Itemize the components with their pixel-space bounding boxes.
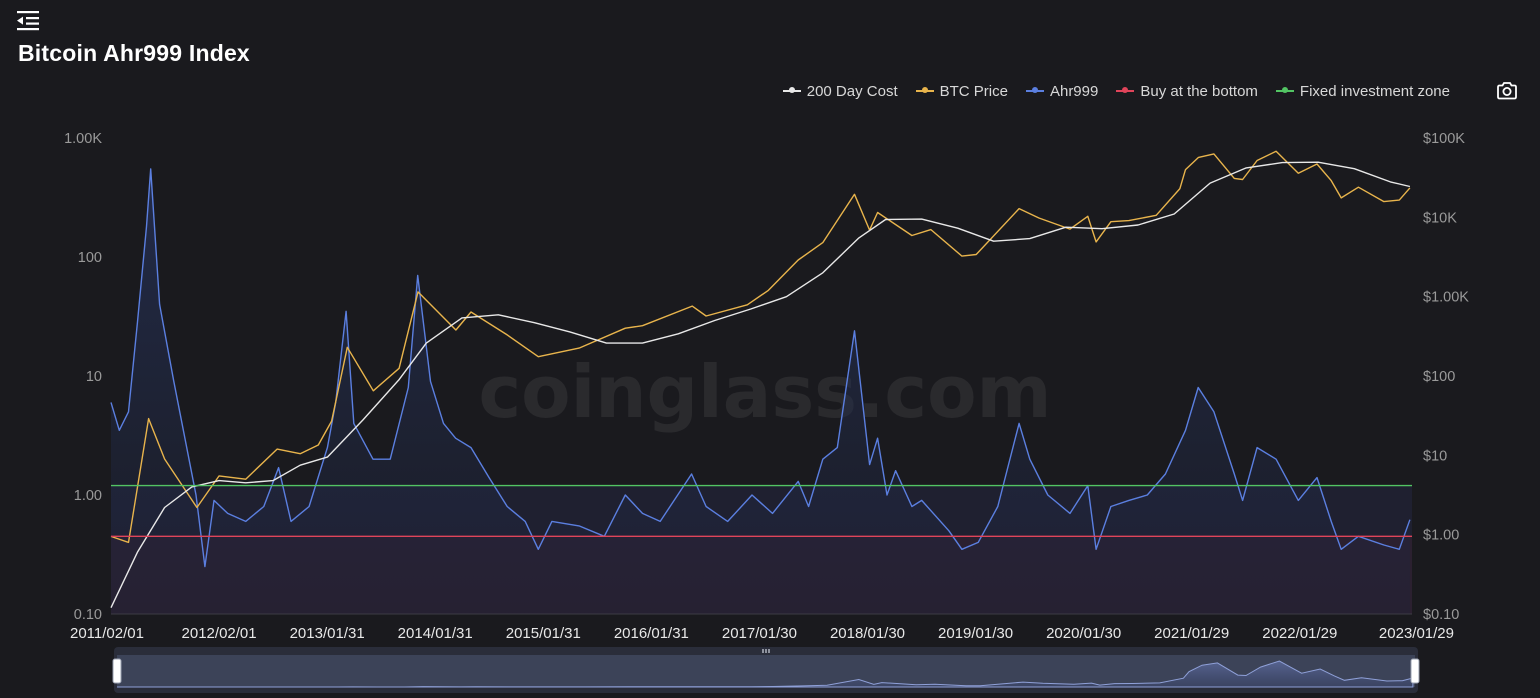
series-line-ahr999[interactable] bbox=[110, 168, 1411, 568]
legend-item-ahr999[interactable]: Ahr999 bbox=[1025, 82, 1099, 100]
x-axis-tick-label: 2013/01/31 bbox=[290, 625, 365, 642]
x-axis-tick-label: 2019/01/30 bbox=[938, 625, 1013, 642]
legend-item-buy-at-the-bottom[interactable]: Buy at the bottom bbox=[1116, 83, 1258, 100]
collapse-menu-icon[interactable] bbox=[16, 8, 42, 32]
watermark: coinglass.com bbox=[478, 350, 1051, 434]
x-axis-tick-label: 2011/02/01 bbox=[70, 625, 144, 642]
x-axis-tick-label: 2021/01/29 bbox=[1154, 625, 1229, 642]
left-axis-tick-label: 100 bbox=[78, 250, 102, 266]
legend-swatch bbox=[915, 87, 934, 93]
legend-swatch bbox=[1275, 87, 1294, 93]
x-axis-tick-label: 2015/01/31 bbox=[506, 625, 581, 642]
legend-label: 200 Day Cost bbox=[806, 82, 898, 100]
x-axis-tick-label: 2016/01/31 bbox=[614, 625, 689, 642]
right-axis-tick-label: $10K bbox=[1423, 210, 1457, 226]
navigator-drag-grip[interactable] bbox=[762, 649, 770, 653]
legend-item-btc-price[interactable]: BTC Price bbox=[915, 82, 1008, 100]
right-axis-tick-label: $10 bbox=[1423, 448, 1447, 464]
page-title: Bitcoin Ahr999 Index bbox=[18, 40, 250, 66]
legend-item-200-day-cost[interactable]: 200 Day Cost bbox=[782, 82, 898, 100]
left-axis-tick-label: 1.00K bbox=[64, 131, 102, 147]
x-axis-tick-label: 2017/01/30 bbox=[722, 625, 797, 642]
left-axis-tick-label: 10 bbox=[86, 369, 102, 385]
ahr999-chart: coinglass.com 0.10 1.00 10 100 1.00K $0.10 $1… bbox=[64, 131, 1469, 693]
x-axis-tick-label: 2022/01/29 bbox=[1262, 625, 1337, 642]
left-axis-tick-label: 0.10 bbox=[74, 607, 102, 623]
legend-item-fixed-investment-zone[interactable]: Fixed investment zone bbox=[1275, 82, 1450, 100]
right-axis-tick-label: $1.00K bbox=[1423, 290, 1469, 306]
camera-icon[interactable] bbox=[1496, 81, 1518, 101]
right-axis-tick-label: $1.00 bbox=[1423, 528, 1459, 544]
chart-legend: 200 Day Cost BTC Price Ahr999 Buy at the bo… bbox=[782, 80, 1450, 102]
right-axis-tick-label: $100 bbox=[1423, 369, 1455, 385]
series-area-ahr999 bbox=[111, 168, 1410, 614]
legend-label: Buy at the bottom bbox=[1140, 82, 1258, 100]
x-axis-tick-label: 2018/01/30 bbox=[830, 625, 905, 642]
x-axis-tick-label: 2020/01/30 bbox=[1046, 625, 1121, 642]
legend-label: BTC Price bbox=[939, 82, 1008, 100]
navigator-right-handle[interactable] bbox=[1410, 658, 1420, 684]
navigator-left-handle[interactable] bbox=[112, 658, 122, 684]
legend-swatch bbox=[1025, 87, 1044, 93]
right-axis-tick-label: $100K bbox=[1423, 131, 1465, 147]
left-axis-tick-label: 1.00 bbox=[74, 488, 102, 504]
legend-swatch bbox=[1116, 87, 1135, 93]
legend-label: Fixed investment zone bbox=[1299, 82, 1450, 100]
x-axis-tick-label: 2023/01/29 bbox=[1379, 625, 1454, 642]
range-navigator[interactable] bbox=[112, 647, 1420, 693]
series-line-200-day-cost[interactable] bbox=[110, 161, 1411, 609]
x-axis-tick-label: 2014/01/31 bbox=[398, 625, 473, 642]
navigator-overview bbox=[117, 660, 1414, 688]
legend-swatch bbox=[782, 87, 801, 93]
right-axis-tick-label: $0.10 bbox=[1423, 607, 1459, 623]
legend-label: Ahr999 bbox=[1049, 82, 1099, 100]
x-axis-tick-label: 2012/02/01 bbox=[182, 625, 257, 642]
